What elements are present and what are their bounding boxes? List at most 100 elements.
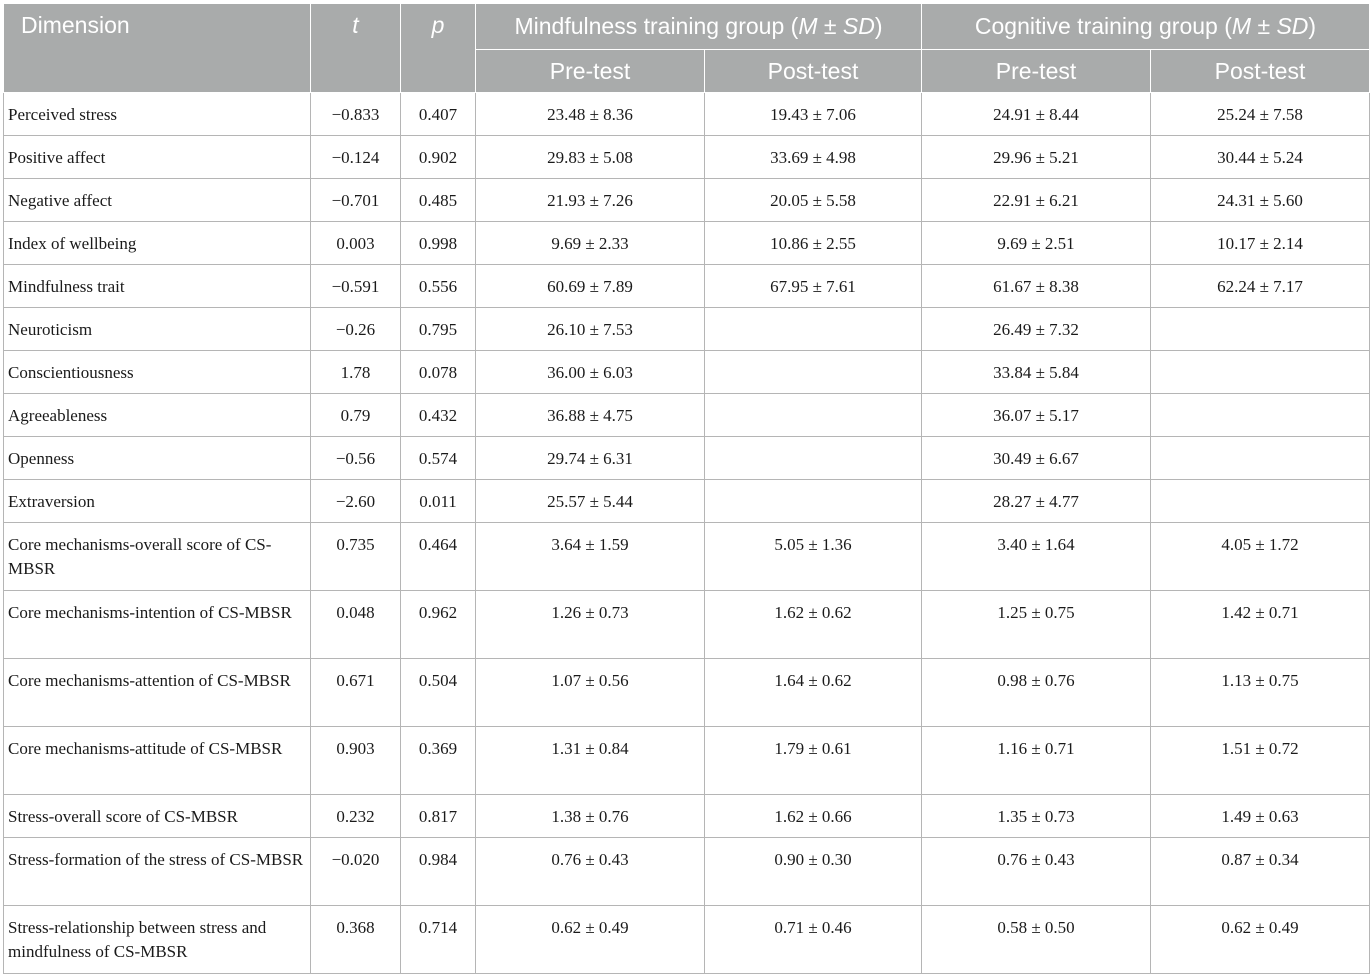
stat-m: M <box>798 13 818 39</box>
cell-ct-post: 0.87 ± 0.34 <box>1150 837 1370 906</box>
cell-p: 0.574 <box>400 436 476 480</box>
results-table: Dimension t p Mindfulness training group… <box>3 3 1370 974</box>
group-name: Cognitive training group ( <box>974 13 1232 39</box>
cell-ct-post: 30.44 ± 5.24 <box>1150 135 1370 179</box>
table-row: Extraversion −2.60 0.011 25.57 ± 5.44 28… <box>3 479 1370 523</box>
cell-ct-pre: 0.58 ± 0.50 <box>921 905 1151 974</box>
group-name: Mindfulness training group ( <box>514 13 799 39</box>
cell-mt-post: 19.43 ± 7.06 <box>704 92 922 136</box>
cell-ct-post: 0.62 ± 0.49 <box>1150 905 1370 974</box>
cell-mt-post <box>704 436 922 480</box>
cell-ct-post <box>1150 350 1370 394</box>
cell-ct-post: 24.31 ± 5.60 <box>1150 178 1370 222</box>
cell-p: 0.485 <box>400 178 476 222</box>
cell-t: 0.368 <box>310 905 401 974</box>
cell-dimension: Openness <box>3 436 311 480</box>
stat-m: M <box>1231 13 1252 39</box>
table-row: Neuroticism −0.26 0.795 26.10 ± 7.53 26.… <box>3 307 1370 351</box>
cell-t: −0.56 <box>310 436 401 480</box>
cell-mt-post: 0.71 ± 0.46 <box>704 905 922 974</box>
cell-p: 0.078 <box>400 350 476 394</box>
cell-dimension: Agreeableness <box>3 393 311 437</box>
cell-p: 0.407 <box>400 92 476 136</box>
table-row: Core mechanisms-attention of CS-MBSR 0.6… <box>3 658 1370 727</box>
cell-ct-pre: 1.35 ± 0.73 <box>921 794 1151 838</box>
stat-pm: ± <box>1251 13 1277 39</box>
stat-sd: SD <box>842 13 875 39</box>
table-row: Core mechanisms-overall score of CS-MBSR… <box>3 522 1370 591</box>
cell-ct-post: 1.51 ± 0.72 <box>1150 726 1370 795</box>
cell-mt-pre: 0.62 ± 0.49 <box>475 905 705 974</box>
table-row: Stress-relationship between stress and m… <box>3 905 1370 974</box>
cell-mt-pre: 36.88 ± 4.75 <box>475 393 705 437</box>
cell-ct-pre: 26.49 ± 7.32 <box>921 307 1151 351</box>
cell-dimension: Extraversion <box>3 479 311 523</box>
cell-p: 0.714 <box>400 905 476 974</box>
cell-mt-post <box>704 393 922 437</box>
cell-p: 0.556 <box>400 264 476 308</box>
stat-pm: ± <box>817 13 843 39</box>
cell-dimension: Positive affect <box>3 135 311 179</box>
cell-ct-post: 62.24 ± 7.17 <box>1150 264 1370 308</box>
cell-t: −0.020 <box>310 837 401 906</box>
cell-mt-post: 10.86 ± 2.55 <box>704 221 922 265</box>
cell-dimension: Negative affect <box>3 178 311 222</box>
cell-ct-post <box>1150 479 1370 523</box>
cell-mt-post: 67.95 ± 7.61 <box>704 264 922 308</box>
cell-mt-post <box>704 479 922 523</box>
cell-dimension: Stress-overall score of CS-MBSR <box>3 794 311 838</box>
cell-mt-post: 20.05 ± 5.58 <box>704 178 922 222</box>
cell-ct-pre: 9.69 ± 2.51 <box>921 221 1151 265</box>
cell-mt-pre: 1.31 ± 0.84 <box>475 726 705 795</box>
header-mindfulness-group: Mindfulness training group (M ± SD) <box>475 3 922 50</box>
table-row: Mindfulness trait −0.591 0.556 60.69 ± 7… <box>3 264 1370 308</box>
header-dimension: Dimension <box>3 3 311 93</box>
cell-ct-post <box>1150 436 1370 480</box>
cell-mt-pre: 21.93 ± 7.26 <box>475 178 705 222</box>
cell-t: −2.60 <box>310 479 401 523</box>
cell-ct-post: 1.42 ± 0.71 <box>1150 590 1370 659</box>
cell-ct-pre: 33.84 ± 5.84 <box>921 350 1151 394</box>
cell-t: 0.671 <box>310 658 401 727</box>
cell-mt-pre: 1.26 ± 0.73 <box>475 590 705 659</box>
cell-mt-post: 1.62 ± 0.62 <box>704 590 922 659</box>
cell-mt-post: 1.64 ± 0.62 <box>704 658 922 727</box>
cell-ct-post <box>1150 307 1370 351</box>
cell-mt-pre: 1.07 ± 0.56 <box>475 658 705 727</box>
cell-ct-post: 1.13 ± 0.75 <box>1150 658 1370 727</box>
cell-mt-pre: 23.48 ± 8.36 <box>475 92 705 136</box>
cell-ct-post: 25.24 ± 7.58 <box>1150 92 1370 136</box>
table-row: Stress-overall score of CS-MBSR 0.232 0.… <box>3 794 1370 838</box>
cell-ct-pre: 28.27 ± 4.77 <box>921 479 1151 523</box>
table-body: Perceived stress −0.833 0.407 23.48 ± 8.… <box>3 92 1370 974</box>
cell-p: 0.369 <box>400 726 476 795</box>
cell-mt-pre: 26.10 ± 7.53 <box>475 307 705 351</box>
cell-dimension: Mindfulness trait <box>3 264 311 308</box>
cell-mt-post <box>704 307 922 351</box>
cell-dimension: Perceived stress <box>3 92 311 136</box>
cell-t: −0.26 <box>310 307 401 351</box>
cell-t: 0.232 <box>310 794 401 838</box>
cell-dimension: Core mechanisms-attention of CS-MBSR <box>3 658 311 727</box>
header-ct-pre: Pre-test <box>921 49 1151 93</box>
table-row: Openness −0.56 0.574 29.74 ± 6.31 30.49 … <box>3 436 1370 480</box>
cell-t: 0.903 <box>310 726 401 795</box>
cell-ct-post: 4.05 ± 1.72 <box>1150 522 1370 591</box>
cell-t: 0.79 <box>310 393 401 437</box>
cell-ct-pre: 61.67 ± 8.38 <box>921 264 1151 308</box>
cell-mt-pre: 9.69 ± 2.33 <box>475 221 705 265</box>
header-mt-pre: Pre-test <box>475 49 705 93</box>
cell-t: 1.78 <box>310 350 401 394</box>
cell-ct-pre: 0.76 ± 0.43 <box>921 837 1151 906</box>
stat-close: ) <box>1308 13 1317 39</box>
table-row: Conscientiousness 1.78 0.078 36.00 ± 6.0… <box>3 350 1370 394</box>
cell-dimension: Core mechanisms-attitude of CS-MBSR <box>3 726 311 795</box>
cell-ct-pre: 36.07 ± 5.17 <box>921 393 1151 437</box>
header-p: p <box>400 3 476 93</box>
table-row: Positive affect −0.124 0.902 29.83 ± 5.0… <box>3 135 1370 179</box>
cell-dimension: Conscientiousness <box>3 350 311 394</box>
table-row: Negative affect −0.701 0.485 21.93 ± 7.2… <box>3 178 1370 222</box>
cell-ct-pre: 3.40 ± 1.64 <box>921 522 1151 591</box>
cell-dimension: Neuroticism <box>3 307 311 351</box>
cell-dimension: Core mechanisms-overall score of CS-MBSR <box>3 522 311 591</box>
